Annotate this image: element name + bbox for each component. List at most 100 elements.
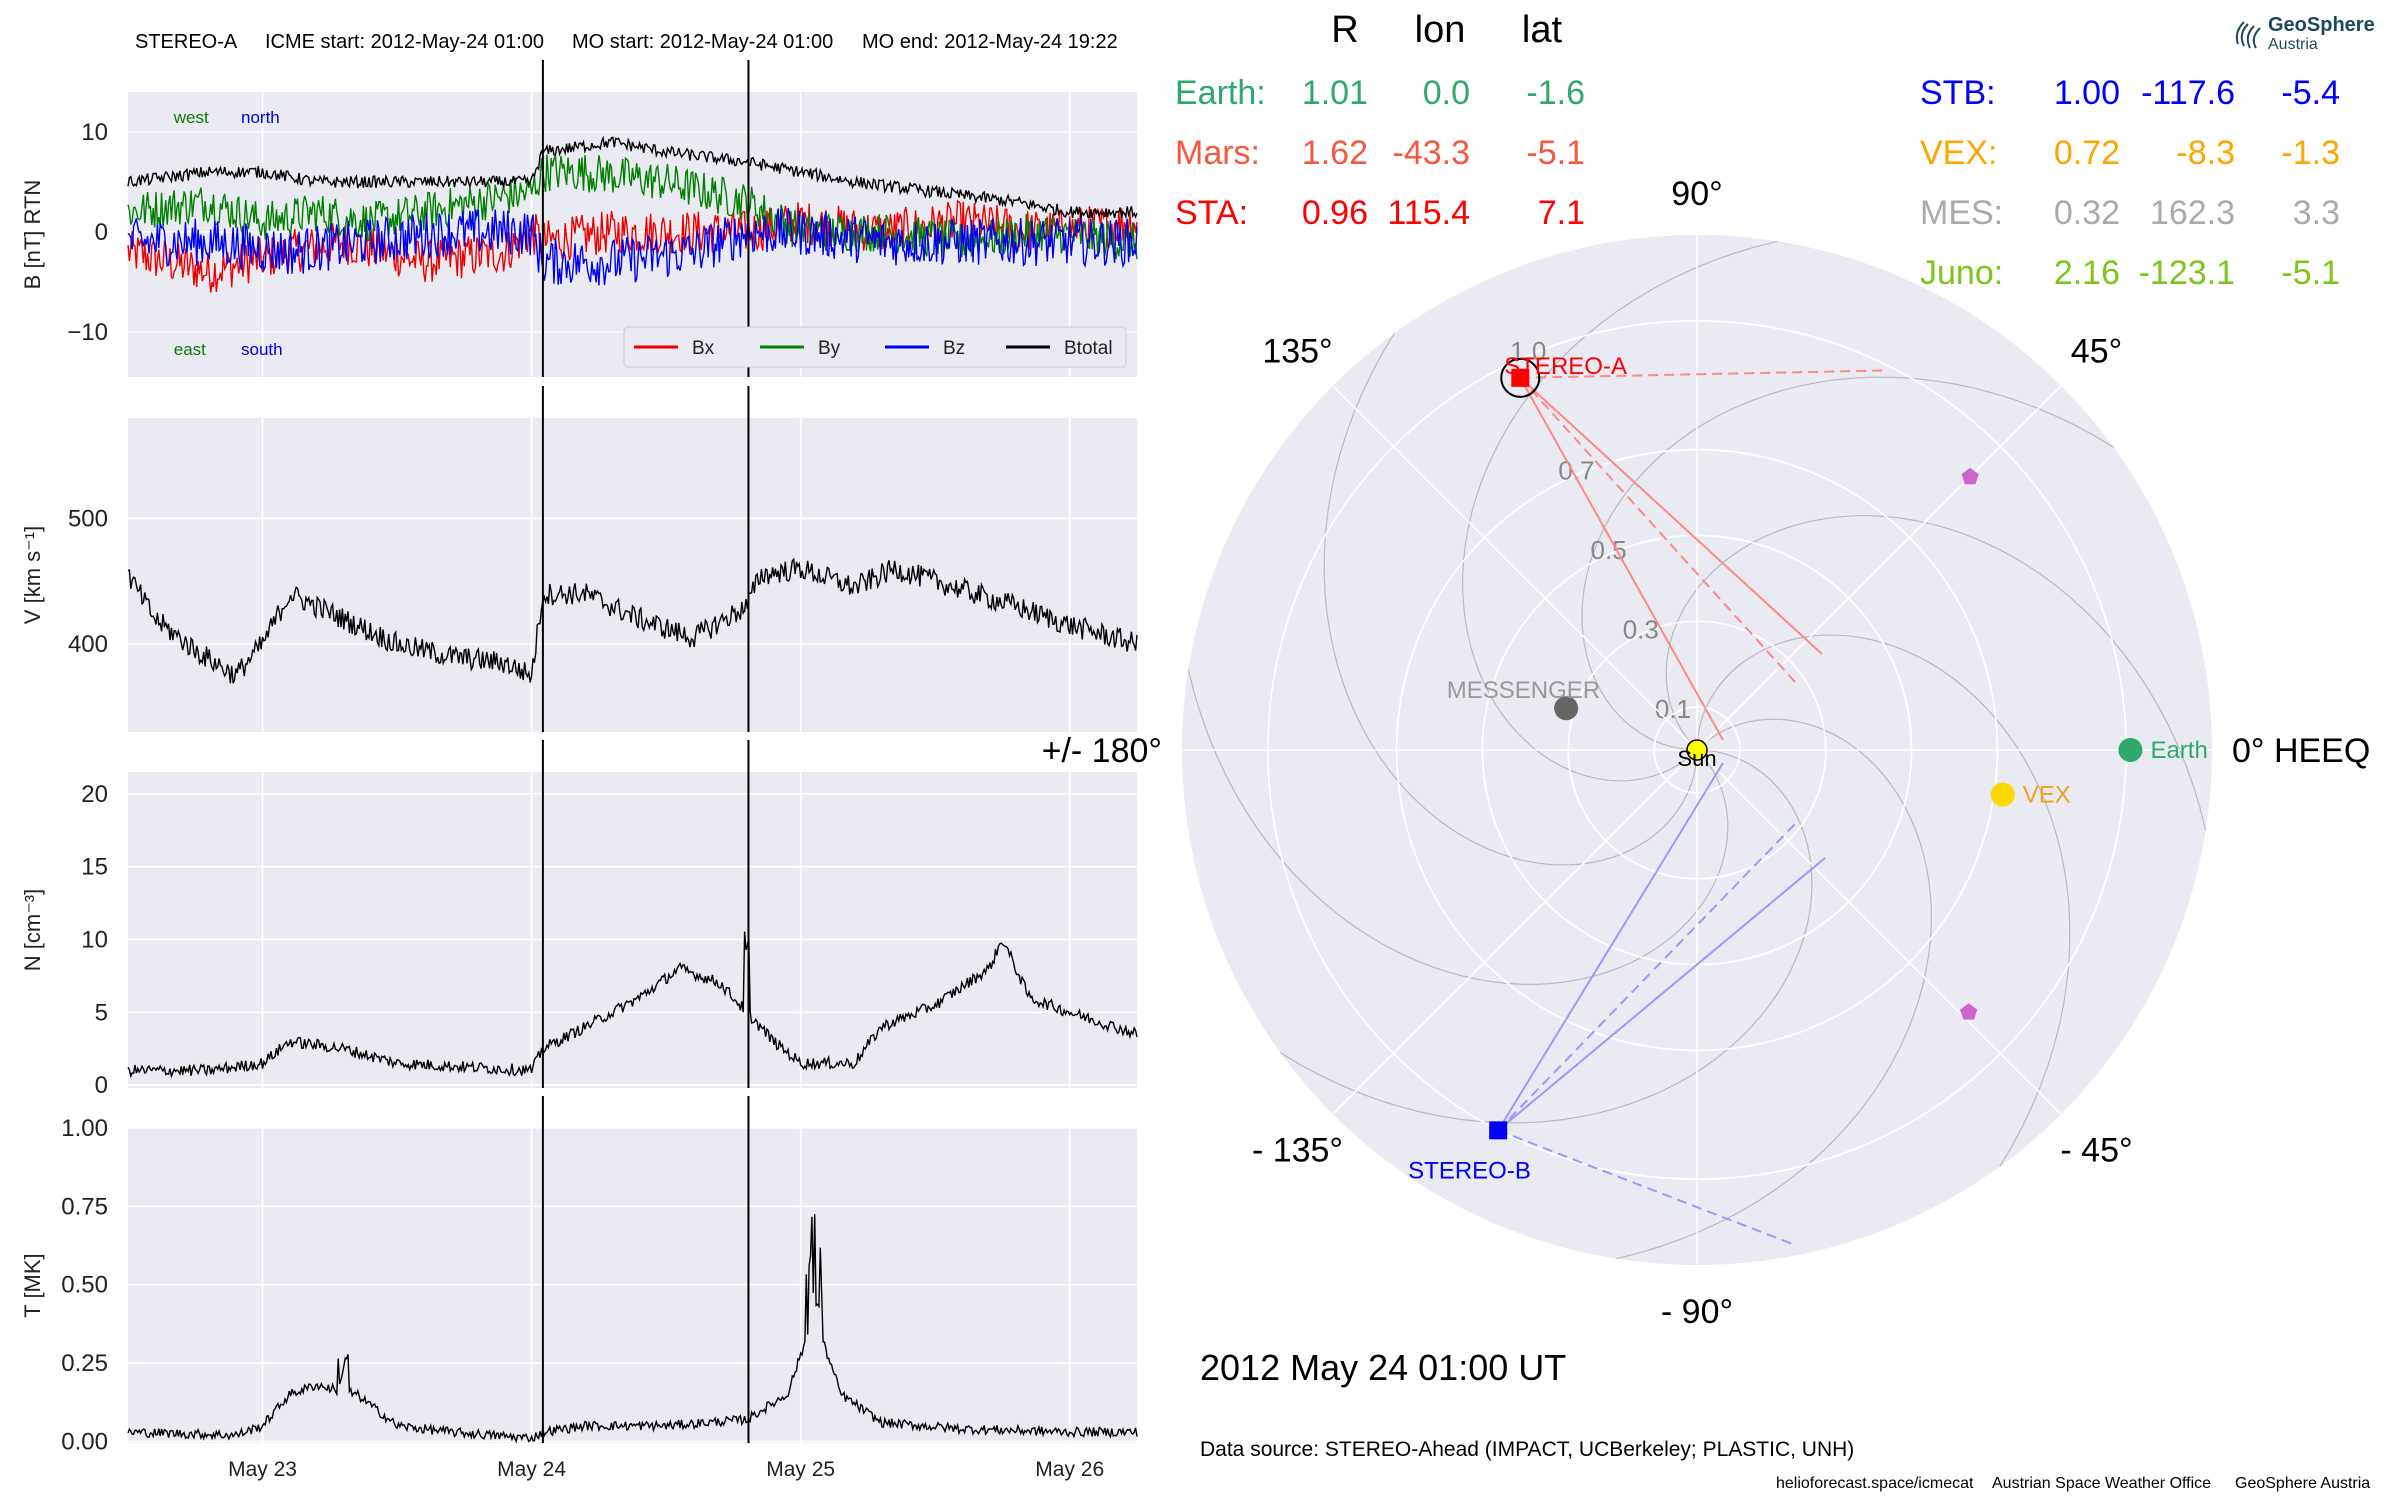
table-row-name: STB: [1920, 74, 1996, 112]
x-tick-label: May 25 [766, 1458, 835, 1481]
panel-B: 10 0 −10 B [nT] RTN west north east south Bx By Bz… [20, 60, 1138, 377]
table-header: R [1331, 9, 1358, 51]
table-row-r: 0.72 [2054, 134, 2120, 172]
direction-label: north [241, 108, 280, 127]
sta-cone-line [1519, 377, 1823, 655]
stb-cone-line [1497, 857, 1826, 1132]
legend-label: By [818, 338, 841, 359]
panel-background [128, 418, 1137, 732]
series-T [127, 1214, 1138, 1444]
y-tick-label: −10 [67, 319, 108, 346]
theta-label: - 135° [1252, 1132, 1343, 1170]
y-tick-label: 20 [81, 781, 108, 808]
table-row-lat: -1.3 [2281, 134, 2340, 172]
table-row-lon: -123.1 [2139, 254, 2235, 292]
y-tick-label: 0.00 [61, 1428, 108, 1455]
theta-label: 135° [1262, 332, 1332, 370]
y-tick-label: 1.00 [61, 1115, 108, 1142]
legend-label: Btotal [1064, 338, 1113, 359]
radius-label: 0.1 [1655, 694, 1691, 724]
sun-marker [1686, 739, 1708, 761]
angular-gridline [1696, 385, 2062, 751]
panel-V: 500 400 V [km s⁻¹] [20, 386, 1138, 732]
angular-gridline [1332, 749, 1698, 1115]
y-tick-label: 0.75 [61, 1193, 108, 1220]
table-row-lon: -43.3 [1393, 134, 1471, 172]
panel-N: 20 15 10 5 0 N [cm⁻³] [20, 740, 1138, 1099]
logo-name: GeoSphere [2268, 14, 2375, 36]
logo-subtitle: Austria [2268, 36, 2318, 53]
table-row-r: 0.32 [2054, 194, 2120, 232]
y-axis-label: V [km s⁻¹] [20, 526, 45, 624]
table-row-lat: -5.1 [1526, 134, 1585, 172]
body-label: STEREO-A [1504, 353, 1627, 380]
series-V [127, 557, 1138, 684]
pentagon-marker [1961, 467, 1979, 485]
stb-cone-center [1497, 823, 1796, 1132]
table-row-r: 1.62 [1302, 134, 1368, 172]
stb-cone-line [1497, 762, 1724, 1131]
table-row-r: 1.01 [1302, 74, 1368, 112]
angular-gridline [1332, 385, 1698, 751]
y-tick-label: 0.50 [61, 1272, 108, 1299]
data-source: Data source: STEREO-Ahead (IMPACT, UCBer… [1200, 1438, 1854, 1461]
legend: Bx By Bz Btotal [623, 326, 1127, 368]
table-row-lat: 3.3 [2293, 194, 2340, 232]
y-tick-label: 500 [68, 505, 108, 532]
table-row-lon: 162.3 [2150, 194, 2235, 232]
y-tick-label: 10 [81, 119, 108, 146]
panel-T: 1.00 0.75 0.50 0.25 0.00 T [MK] [20, 1096, 1138, 1455]
legend-box [623, 326, 1127, 368]
theta-label: - 45° [2060, 1132, 2132, 1170]
header-mo-end: MO end: 2012-May-24 19:22 [862, 31, 1118, 53]
angular-gridline [1696, 749, 2062, 1115]
radius-label: 0.5 [1591, 535, 1627, 565]
body-marker-STA [1511, 368, 1530, 387]
theta-label: +/- 180° [1042, 732, 1162, 770]
y-tick-label: 5 [95, 999, 108, 1026]
table-row-name: Juno: [1920, 254, 2003, 292]
radius-label: 0.7 [1558, 455, 1594, 485]
y-tick-label: 10 [81, 926, 108, 953]
polar-plot: 0.10.30.50.71.090°45°0° HEEQ- 45°- 90°- … [1042, 175, 2371, 1331]
table-row-name: STA: [1175, 194, 1248, 232]
series-Bx [127, 199, 1138, 293]
x-tick-label: May 23 [228, 1458, 297, 1481]
table-row-name: Earth: [1175, 74, 1266, 112]
table-row-lat: -5.4 [2281, 74, 2340, 112]
y-axis-label: B [nT] RTN [20, 180, 45, 290]
header-spacecraft: STEREO-A [135, 31, 238, 53]
y-tick-label: 0 [95, 1072, 108, 1099]
series-N [127, 931, 1138, 1079]
footer-text: Austrian Space Weather Office [1992, 1475, 2211, 1492]
y-tick-label: 0 [95, 219, 108, 246]
theta-label: 0° HEEQ [2232, 732, 2370, 770]
body-marker-Earth [2118, 738, 2143, 762]
body-marker-MES [1554, 696, 1579, 721]
table-row-name: Mars: [1175, 134, 1260, 172]
header-mo-start: MO start: 2012-May-24 01:00 [572, 31, 833, 53]
table-row-name: VEX: [1920, 134, 1997, 172]
date-label: 2012 May 24 01:00 UT [1200, 1347, 1566, 1388]
footer-text: GeoSphere Austria [2235, 1475, 2370, 1492]
y-axis-label: N [cm⁻³] [20, 889, 45, 972]
series-Btotal [127, 135, 1138, 220]
table-row-r: 0.96 [1302, 194, 1368, 232]
sta-ring [1500, 357, 1541, 398]
table-row-lon: 115.4 [1387, 194, 1470, 232]
theta-label: - 90° [1661, 1293, 1733, 1331]
y-tick-label: 15 [81, 854, 108, 881]
y-tick-label: 400 [68, 631, 108, 658]
theta-label: 90° [1671, 175, 1722, 213]
sun-label: Sun [1677, 746, 1716, 771]
legend-label: Bz [943, 338, 965, 359]
body-label: MESSENGER [1447, 677, 1600, 704]
radius-label: 0.3 [1623, 615, 1659, 645]
sta-dashed-line [1520, 369, 1885, 379]
table-row-r: 1.00 [2054, 74, 2120, 112]
panel-background [128, 772, 1137, 1088]
table-row-lon: 0.0 [1423, 74, 1470, 112]
body-label: Earth [2150, 737, 2207, 764]
geosphere-logo-icon [2235, 21, 2261, 49]
table-row-lat: 7.1 [1538, 194, 1585, 232]
